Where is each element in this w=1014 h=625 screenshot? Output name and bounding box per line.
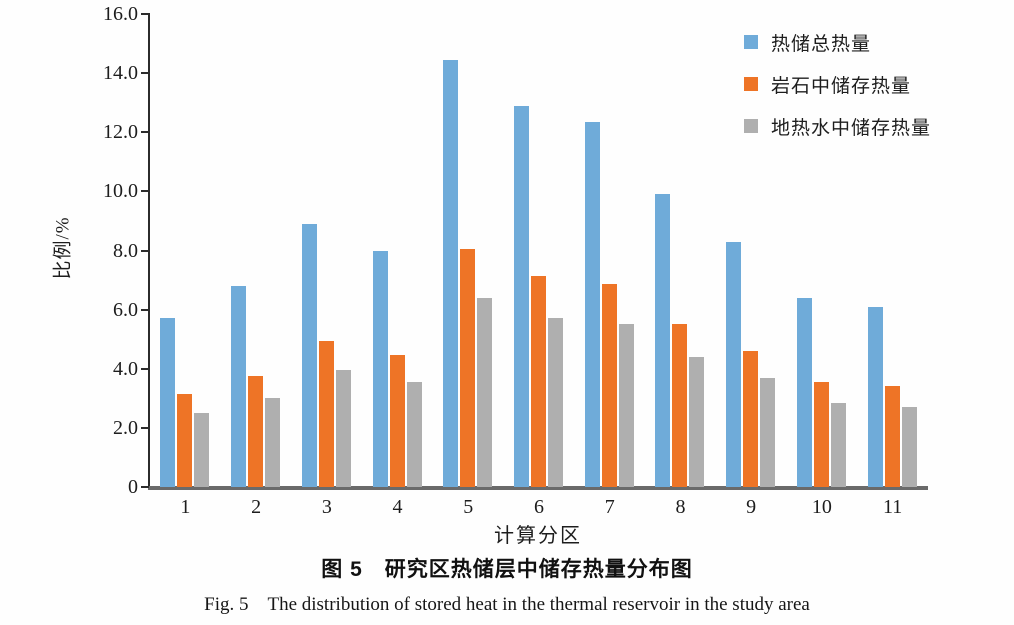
- bar-series1-zone5: [443, 59, 458, 487]
- bar-series1-zone1: [160, 318, 175, 487]
- y-tick-mark-4.0: [141, 367, 149, 370]
- y-axis-title: 比例/%: [52, 216, 74, 280]
- bar-series2-zone5: [460, 249, 475, 487]
- bar-series2-zone6: [531, 275, 546, 487]
- legend-item-2: 岩石中储存热量: [744, 74, 931, 97]
- bar-series1-zone6: [514, 105, 529, 487]
- caption-english: Fig. 5 The distribution of stored heat i…: [204, 594, 810, 615]
- y-tick-mark-14.0: [141, 72, 149, 75]
- bar-series3-zone3: [336, 370, 351, 487]
- x-tick-label-9: 9: [746, 496, 757, 518]
- x-axis-title: 计算分区: [494, 525, 582, 547]
- bar-series1-zone10: [797, 297, 812, 487]
- y-tick-mark-6.0: [141, 308, 149, 311]
- bar-series2-zone7: [602, 284, 617, 487]
- bar-chart: 0 2.0 4.0 6.0 8.0 10.0 12.0 14.0 16.0 1 2 3 4 5 6 7 8 9 1…: [52, 3, 931, 547]
- bar-series2-zone11: [885, 386, 900, 487]
- bar-series1-zone9: [726, 241, 741, 487]
- legend-item-3: 地热水中储存热量: [744, 116, 931, 139]
- legend-swatch-icon: [744, 77, 758, 91]
- x-tick-label-3: 3: [321, 496, 332, 518]
- legend-label: 地热水中储存热量: [771, 117, 932, 139]
- bar-series3-zone8: [689, 356, 704, 487]
- y-tick-mark-8.0: [141, 249, 149, 252]
- x-tick-label-7: 7: [604, 496, 615, 518]
- x-tick-label-1: 1: [180, 496, 191, 518]
- bar-series1-zone4: [373, 250, 388, 487]
- bar-series2-zone3: [319, 340, 334, 487]
- bar-series2-zone4: [390, 355, 405, 487]
- legend-item-1: 热储总热量: [744, 32, 931, 55]
- y-tick-mark-0: [141, 486, 149, 488]
- bar-series1-zone2: [231, 285, 246, 487]
- bar-series1-zone7: [585, 121, 600, 487]
- bar-series3-zone2: [265, 398, 280, 487]
- y-tick-label-8.0: 8.0: [113, 239, 138, 262]
- caption-chinese: 图 5 研究区热储层中储存热量分布图: [321, 558, 693, 581]
- bar-series2-zone8: [672, 324, 687, 487]
- y-tick-mark-12.0: [141, 131, 149, 134]
- legend-swatch-icon: [744, 35, 758, 49]
- bar-series3-zone5: [477, 297, 492, 487]
- bar-series3-zone9: [760, 377, 775, 487]
- legend-label: 岩石中储存热量: [771, 75, 912, 97]
- bar-series2-zone1: [177, 393, 192, 487]
- x-tick-label-4: 4: [392, 496, 403, 518]
- y-tick-label-0: 0: [128, 476, 138, 498]
- bar-series1-zone11: [868, 306, 883, 487]
- y-axis-line: [148, 13, 150, 490]
- chart-legend: 热储总热量岩石中储存热量 地热水中储存热量: [744, 32, 931, 158]
- x-tick-label-2: 2: [251, 496, 262, 518]
- y-tick-label-12.0: 12.0: [103, 121, 138, 144]
- legend-swatch-icon: [744, 119, 758, 133]
- y-tick-mark-2.0: [141, 426, 149, 429]
- x-tick-label-8: 8: [675, 496, 686, 518]
- bar-series3-zone10: [831, 402, 846, 487]
- y-tick-label-6.0: 6.0: [113, 298, 138, 321]
- x-tick-label-10: 10: [811, 496, 832, 518]
- y-tick-label-10.0: 10.0: [103, 180, 138, 203]
- legend-label: 热储总热量: [771, 33, 872, 55]
- bar-series1-zone8: [655, 194, 670, 487]
- bar-series3-zone1: [194, 413, 209, 487]
- x-tick-label-6: 6: [534, 496, 544, 518]
- bar-series3-zone6: [548, 318, 563, 487]
- y-tick-label-16.0: 16.0: [103, 3, 138, 25]
- y-tick-label-2.0: 2.0: [113, 416, 138, 439]
- bar-series1-zone3: [302, 223, 317, 487]
- x-axis-line: [148, 486, 928, 490]
- bar-series3-zone7: [619, 324, 634, 487]
- bar-series2-zone2: [248, 376, 263, 487]
- y-tick-label-14.0: 14.0: [103, 62, 138, 85]
- x-tick-label-5: 5: [463, 496, 474, 518]
- y-tick-mark-16.0: [141, 13, 149, 15]
- bar-series3-zone11: [902, 407, 917, 487]
- bar-series2-zone9: [743, 351, 758, 487]
- x-tick-label-11: 11: [882, 496, 903, 518]
- y-tick-mark-10.0: [141, 190, 149, 193]
- bar-series3-zone4: [407, 382, 422, 487]
- y-tick-label-4.0: 4.0: [113, 357, 138, 380]
- bar-series2-zone10: [814, 382, 829, 487]
